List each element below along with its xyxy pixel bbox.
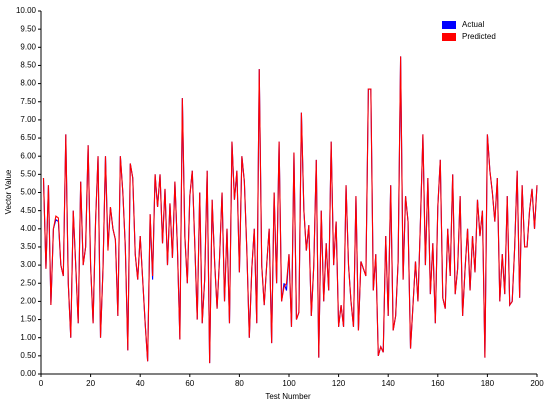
y-tick-label: 7.00: [20, 115, 36, 124]
y-tick-label: 1.50: [20, 315, 36, 324]
y-tick-label: 4.00: [20, 224, 36, 233]
y-tick-label: 8.50: [20, 61, 36, 70]
x-tick-label: 200: [530, 379, 544, 388]
y-tick-label: 3.00: [20, 260, 36, 269]
y-tick-label: 10.00: [16, 6, 37, 15]
y-tick-label: 8.00: [20, 79, 36, 88]
y-tick-label: 6.50: [20, 133, 36, 142]
legend-swatch: [442, 21, 456, 29]
x-tick-label: 160: [431, 379, 445, 388]
y-tick-label: 9.00: [20, 42, 36, 51]
x-tick-label: 140: [382, 379, 396, 388]
x-tick-label: 40: [136, 379, 145, 388]
y-axis-label: Vector Value: [4, 169, 13, 214]
y-tick-label: 1.00: [20, 333, 36, 342]
x-tick-label: 20: [86, 379, 95, 388]
y-tick-label: 9.50: [20, 24, 36, 33]
series-line: [42, 56, 538, 364]
x-axis-label: Test Number: [265, 392, 311, 401]
legend-label: Actual: [462, 20, 484, 29]
y-tick-label: 5.00: [20, 188, 36, 197]
legend-label: Predicted: [462, 32, 496, 41]
x-tick-label: 80: [235, 379, 244, 388]
x-tick-label: 60: [185, 379, 194, 388]
x-tick-label: 180: [481, 379, 495, 388]
legend-swatch: [442, 33, 456, 41]
y-tick-label: 3.50: [20, 242, 36, 251]
x-tick-label: 120: [332, 379, 346, 388]
y-tick-label: 7.50: [20, 97, 36, 106]
y-tick-label: 2.50: [20, 278, 36, 287]
y-tick-label: 5.50: [20, 169, 36, 178]
y-tick-label: 2.00: [20, 297, 36, 306]
y-tick-label: 0.50: [20, 351, 36, 360]
x-tick-label: 0: [39, 379, 44, 388]
x-tick-label: 100: [282, 379, 296, 388]
y-tick-label: 0.00: [20, 369, 36, 378]
y-tick-label: 6.00: [20, 151, 36, 160]
series-line: [42, 56, 538, 364]
y-tick-label: 4.50: [20, 206, 36, 215]
